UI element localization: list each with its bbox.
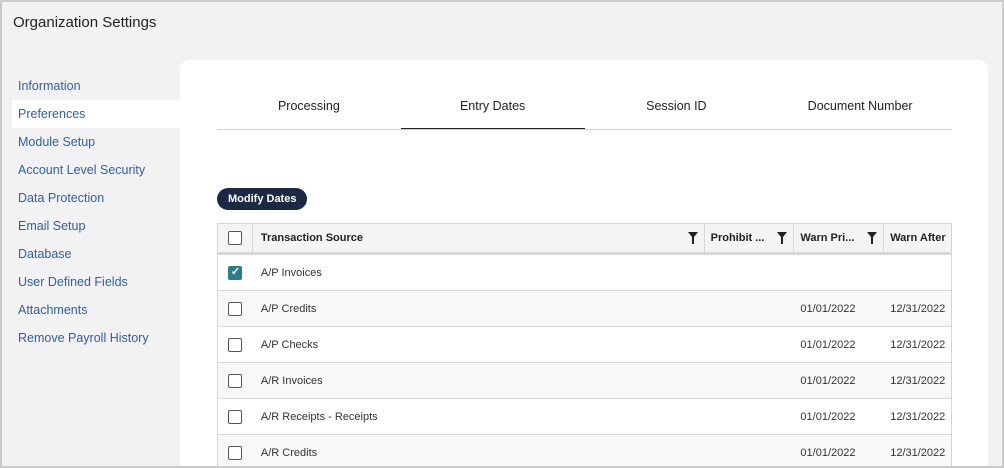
sidebar-item-remove-payroll-history[interactable]: Remove Payroll History [18, 331, 149, 345]
cell-prohibit [705, 363, 795, 398]
tab-entry-dates[interactable]: Entry Dates [400, 86, 585, 129]
cell-prohibit [705, 291, 795, 326]
entry-dates-table: Transaction Source Prohibit ... Warn Pri… [217, 223, 952, 466]
tab-bar: Processing Entry Dates Session ID Document … [217, 86, 952, 130]
cell-source: A/R Invoices [260, 374, 323, 387]
cell-warn-after: 12/31/2022 [890, 302, 946, 315]
sidebar-item-user-defined-fields[interactable]: User Defined Fields [18, 275, 128, 289]
sidebar-item-preferences[interactable]: Preferences [12, 100, 182, 128]
filter-icon[interactable] [777, 232, 788, 244]
cell-warn-prior: 01/01/2022 [800, 446, 856, 459]
cell-warn-after: 12/31/2022 [890, 338, 946, 351]
header-warn-prior[interactable]: Warn Pri... [794, 224, 885, 252]
select-all-checkbox[interactable] [227, 231, 242, 245]
sidebar-item-attachments[interactable]: Attachments [18, 303, 88, 317]
tab-document-number[interactable]: Document Number [807, 99, 913, 113]
header-transaction-source[interactable]: Transaction Source [253, 224, 705, 252]
sidebar-item-data-protection[interactable]: Data Protection [18, 191, 105, 205]
row-checkbox[interactable] [228, 373, 243, 388]
sidebar-item-account-level-security[interactable]: Account Level Security [18, 163, 146, 177]
tab-processing[interactable]: Processing [277, 99, 340, 113]
cell-warn-after: 12/31/2022 [890, 446, 946, 459]
row-checkbox[interactable] [228, 445, 243, 460]
cell-warn-after: 12/31/2022 [890, 410, 946, 423]
cell-prohibit [705, 399, 795, 434]
table-row[interactable]: A/R Invoices 01/01/2022 12/31/2022 [218, 362, 951, 398]
cell-warn-prior: 01/01/2022 [800, 410, 856, 423]
cell-prohibit [705, 435, 795, 466]
cell-warn-prior [794, 255, 884, 290]
cell-warn-prior: 01/01/2022 [800, 302, 856, 315]
cell-prohibit [705, 327, 795, 362]
sidebar: Information Preferences Module Setup Accoun… [12, 72, 182, 352]
table-row[interactable]: A/P Checks 01/01/2022 12/31/2022 [218, 326, 951, 362]
sidebar-item-database[interactable]: Database [18, 247, 72, 261]
row-checkbox[interactable]: ✓ [228, 265, 243, 280]
cell-source: A/P Checks [260, 338, 319, 351]
cell-source: A/R Credits [260, 446, 318, 459]
modify-dates-button[interactable]: Modify Dates [217, 188, 308, 210]
cell-source: A/P Credits [260, 302, 317, 315]
sidebar-item-module-setup[interactable]: Module Setup [18, 135, 96, 149]
filter-icon[interactable] [687, 232, 698, 244]
cell-warn-prior: 01/01/2022 [800, 374, 856, 387]
filter-icon[interactable] [867, 232, 878, 244]
cell-prohibit [705, 255, 795, 290]
content-panel: Processing Entry Dates Session ID Document … [180, 60, 988, 466]
row-checkbox[interactable] [228, 409, 243, 424]
table-row[interactable]: A/R Credits 01/01/2022 12/31/2022 [218, 434, 951, 466]
sidebar-item-information[interactable]: Information [18, 79, 81, 93]
cell-warn-after: 12/31/2022 [890, 374, 946, 387]
header-warn-after[interactable]: Warn After [890, 232, 946, 244]
header-prohibit[interactable]: Prohibit ... [705, 224, 795, 252]
row-checkbox[interactable] [228, 337, 243, 352]
table-row[interactable]: A/R Receipts - Receipts 01/01/2022 12/31/2… [218, 398, 951, 434]
page-title: Organization Settings [13, 14, 157, 31]
table-row[interactable]: ✓ A/P Invoices [218, 254, 951, 290]
cell-source: A/R Receipts - Receipts [260, 410, 378, 423]
cell-warn-prior: 01/01/2022 [800, 338, 856, 351]
table-header: Transaction Source Prohibit ... Warn Pri… [218, 224, 951, 254]
table-row[interactable]: A/P Credits 01/01/2022 12/31/2022 [218, 290, 951, 326]
cell-source: A/P Invoices [260, 266, 322, 279]
tab-session-id[interactable]: Session ID [646, 99, 707, 113]
sidebar-item-email-setup[interactable]: Email Setup [18, 219, 86, 233]
row-checkbox[interactable] [228, 301, 243, 316]
